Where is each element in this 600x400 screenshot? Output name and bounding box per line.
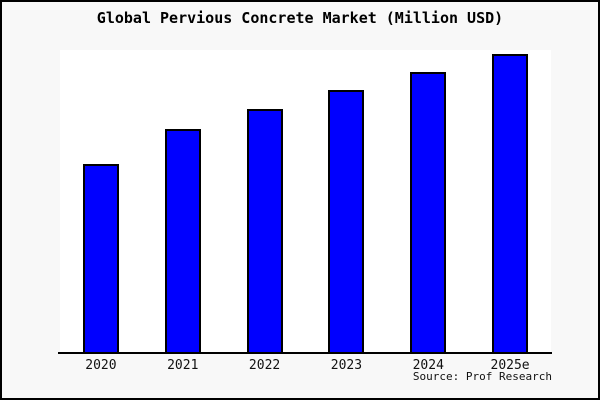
x-axis-label-2023: 2023 <box>330 358 363 373</box>
plot-area <box>60 50 551 354</box>
bar-2024 <box>410 71 447 354</box>
x-axis-label-2021: 2021 <box>167 358 199 373</box>
bar-2023 <box>328 89 365 354</box>
chart-title: Global Pervious Concrete Market (Million… <box>96 9 504 27</box>
x-axis-labels: 2020 2021 2022 2023 2024 2025e <box>60 358 551 374</box>
x-axis-line <box>58 352 552 354</box>
x-axis-label-2025e: 2025e <box>490 358 530 373</box>
source-attribution: Source: Prof Research <box>412 370 552 383</box>
x-axis-label-2020: 2020 <box>85 358 117 373</box>
bar-2020 <box>82 164 119 354</box>
bar-2021 <box>164 128 201 354</box>
x-axis-label-2024: 2024 <box>412 358 444 373</box>
bar-2025e <box>492 53 529 354</box>
x-axis-label-2022: 2022 <box>248 358 281 373</box>
bar-2022 <box>246 108 283 354</box>
